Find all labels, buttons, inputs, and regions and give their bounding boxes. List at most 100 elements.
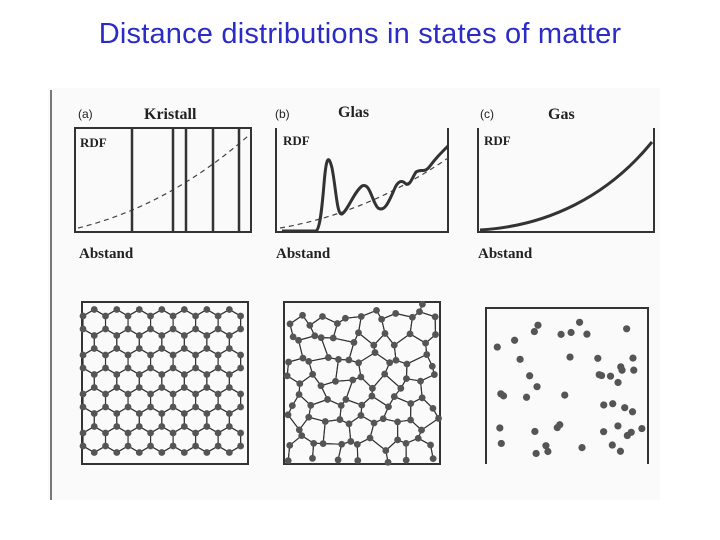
crystal-atom xyxy=(180,384,188,391)
glass-atom xyxy=(427,441,434,449)
glass-atom xyxy=(355,359,362,367)
glass-atom xyxy=(317,334,325,342)
glass-atom xyxy=(378,315,386,323)
crystal-atom xyxy=(147,312,154,320)
crystal-atom xyxy=(237,429,245,437)
glass-atom xyxy=(289,333,297,341)
glass-atom xyxy=(403,360,411,368)
crystal-atom xyxy=(90,306,98,313)
crystal-atom xyxy=(225,423,233,430)
crystal-atom xyxy=(90,423,98,430)
crystal-atom xyxy=(203,332,211,339)
crystal-atom xyxy=(214,429,222,437)
glass-bond xyxy=(333,337,355,343)
gas-particle xyxy=(496,424,504,432)
crystal-atom xyxy=(135,384,143,391)
crystal-atom xyxy=(237,325,245,333)
panel-a: (a) Kristall RDF Abstand xyxy=(74,106,252,465)
glass-atom xyxy=(402,439,410,447)
glass-atom xyxy=(379,415,387,423)
glass-atom xyxy=(357,373,365,381)
crystal-atom xyxy=(192,403,199,411)
crystal-atom xyxy=(237,364,245,372)
crystal-atom xyxy=(79,390,87,398)
crystal-atom xyxy=(147,390,154,398)
crystal-atom xyxy=(158,345,166,352)
crystal-atom xyxy=(169,390,177,398)
panel-b-structure-frame xyxy=(283,301,441,465)
glass-bond xyxy=(384,373,402,389)
crystal-atom xyxy=(124,429,132,437)
slide-title: Distance distributions in states of matt… xyxy=(98,18,622,50)
glass-atom xyxy=(382,447,390,454)
panel-c-rdf-curve xyxy=(479,141,654,232)
glass-atom xyxy=(347,438,355,445)
gas-particle xyxy=(531,427,539,436)
crystal-atom xyxy=(113,423,121,430)
glass-atom xyxy=(409,313,416,321)
glass-atom xyxy=(394,418,401,426)
crystal-atom xyxy=(102,364,109,372)
crystal-atom xyxy=(214,312,222,320)
crystal-atom xyxy=(225,410,233,417)
glass-atom xyxy=(390,341,398,349)
crystal-atom xyxy=(113,384,121,391)
crystal-atom xyxy=(203,371,211,378)
glass-atom xyxy=(370,419,378,427)
panel-c-plot-frame xyxy=(477,128,655,233)
crystal-atom xyxy=(79,364,87,372)
glass-atom xyxy=(407,416,414,424)
gas-particle xyxy=(499,392,508,400)
glass-atom xyxy=(422,339,429,347)
crystal-atom xyxy=(225,345,233,352)
crystal-atom xyxy=(203,423,211,430)
glass-atom xyxy=(357,313,365,320)
glass-atom xyxy=(416,308,423,316)
crystal-atom xyxy=(79,312,87,320)
crystal-atom xyxy=(169,403,177,411)
glass-atom xyxy=(299,311,306,319)
crystal-atom xyxy=(135,371,143,378)
glass-atom xyxy=(342,314,349,322)
crystal-atom xyxy=(79,351,87,359)
crystal-atom xyxy=(124,442,132,450)
crystal-atom xyxy=(225,332,233,339)
glass-atom xyxy=(329,334,337,342)
crystal-atom xyxy=(90,384,98,391)
glass-atom xyxy=(324,396,331,403)
gas-particle xyxy=(609,400,617,408)
gas-particle xyxy=(597,371,606,380)
panel-b: (b) Glas RDF Abstand xyxy=(275,104,450,466)
panel-b-rdf-curve xyxy=(282,144,450,233)
gas-particle xyxy=(630,366,638,374)
crystal-atom xyxy=(135,332,143,339)
gas-particle xyxy=(638,424,646,433)
gas-particle xyxy=(606,372,615,380)
glass-atom xyxy=(419,300,426,308)
crystal-atom xyxy=(192,442,199,450)
gas-particle xyxy=(522,393,531,401)
glass-atom xyxy=(392,310,400,317)
glass-atom xyxy=(296,380,304,388)
crystal-atom xyxy=(169,442,177,450)
glass-bond xyxy=(322,421,326,444)
glass-atom xyxy=(333,320,341,327)
crystal-atom xyxy=(124,364,132,372)
glass-atom xyxy=(342,396,350,403)
glass-atom xyxy=(336,416,344,423)
gas-particle xyxy=(510,336,519,344)
glass-atom xyxy=(371,349,379,356)
crystal-atom xyxy=(169,325,177,333)
panel-c-gas-particles xyxy=(493,318,646,458)
glass-atom xyxy=(429,455,437,463)
gas-particle xyxy=(557,330,565,338)
crystal-atom xyxy=(225,306,233,313)
glass-atom xyxy=(429,404,437,412)
crystal-atom xyxy=(90,332,98,339)
glass-atom xyxy=(306,321,314,329)
glass-atom xyxy=(349,376,357,384)
glass-atom xyxy=(299,354,307,362)
gas-particle xyxy=(575,318,584,326)
glass-atom xyxy=(402,456,410,464)
crystal-atom xyxy=(180,449,188,456)
